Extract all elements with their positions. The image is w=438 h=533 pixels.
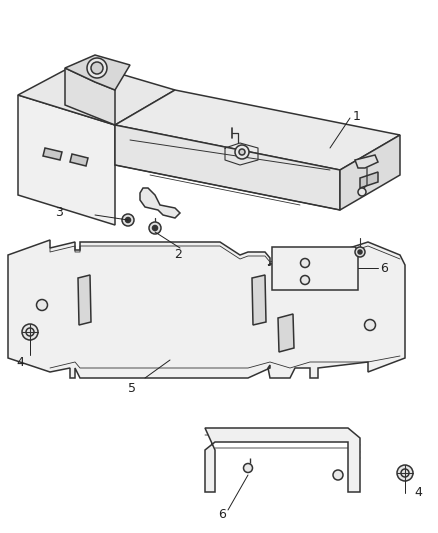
Text: 3: 3 — [55, 206, 63, 220]
Circle shape — [358, 188, 366, 196]
Circle shape — [235, 145, 249, 159]
Text: 4: 4 — [16, 357, 24, 369]
Polygon shape — [205, 428, 360, 492]
Circle shape — [152, 225, 158, 230]
Polygon shape — [272, 247, 358, 290]
Circle shape — [355, 247, 365, 257]
Text: 6: 6 — [218, 508, 226, 521]
Text: 1: 1 — [353, 110, 361, 124]
Polygon shape — [115, 125, 340, 210]
Polygon shape — [355, 155, 378, 168]
Circle shape — [126, 217, 131, 222]
Circle shape — [364, 319, 375, 330]
Polygon shape — [340, 135, 400, 210]
Text: 5: 5 — [128, 382, 136, 394]
Circle shape — [239, 149, 245, 155]
Polygon shape — [78, 275, 91, 325]
Circle shape — [91, 62, 103, 74]
Polygon shape — [18, 95, 115, 225]
Circle shape — [358, 250, 362, 254]
Circle shape — [87, 58, 107, 78]
Circle shape — [22, 324, 38, 340]
Circle shape — [244, 464, 252, 472]
Circle shape — [300, 259, 310, 268]
Circle shape — [397, 465, 413, 481]
Circle shape — [149, 222, 161, 234]
Polygon shape — [65, 55, 130, 90]
Polygon shape — [18, 62, 175, 125]
Text: 2: 2 — [174, 248, 182, 262]
Text: 6: 6 — [380, 262, 388, 274]
Polygon shape — [43, 148, 62, 160]
Polygon shape — [252, 275, 266, 325]
Text: 4: 4 — [414, 487, 422, 499]
Polygon shape — [65, 68, 115, 125]
Circle shape — [333, 470, 343, 480]
Polygon shape — [278, 314, 294, 352]
Circle shape — [122, 214, 134, 226]
Circle shape — [300, 276, 310, 285]
Polygon shape — [70, 154, 88, 166]
Polygon shape — [8, 240, 405, 378]
Polygon shape — [115, 90, 400, 170]
Polygon shape — [140, 188, 180, 218]
Circle shape — [36, 300, 47, 311]
Polygon shape — [360, 172, 378, 188]
